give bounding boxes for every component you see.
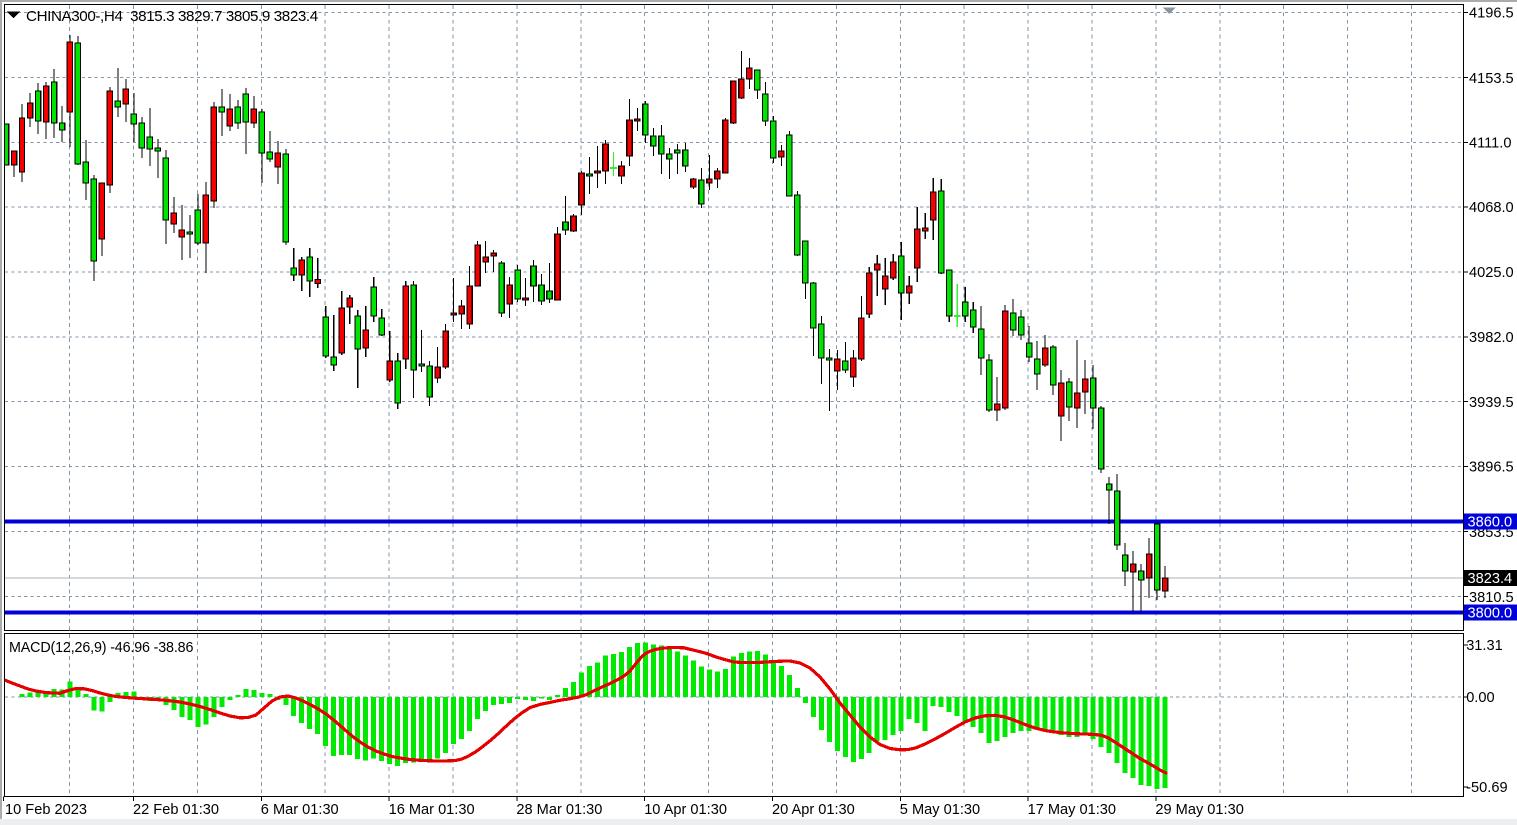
svg-text:3982.0: 3982.0: [1469, 330, 1514, 346]
svg-text:4025.0: 4025.0: [1469, 265, 1514, 281]
svg-text:MACD(12,26,9) -46.96 -38.86: MACD(12,26,9) -46.96 -38.86: [9, 640, 193, 656]
svg-text:4111.0: 4111.0: [1469, 136, 1511, 152]
svg-text:4068.0: 4068.0: [1469, 200, 1514, 216]
svg-text:20 Apr 01:30: 20 Apr 01:30: [772, 802, 855, 818]
svg-text:3810.5: 3810.5: [1469, 590, 1514, 606]
svg-text:4153.5: 4153.5: [1469, 71, 1514, 87]
svg-text:16 Mar 01:30: 16 Mar 01:30: [389, 802, 475, 818]
svg-text:29 May 01:30: 29 May 01:30: [1155, 802, 1243, 818]
svg-text:CHINA300-,H4 3815.3 3829.7 38: CHINA300-,H4 3815.3 3829.7 3805.9 3823.4: [26, 8, 318, 25]
svg-text:10 Apr 01:30: 10 Apr 01:30: [644, 802, 727, 818]
svg-text:3896.5: 3896.5: [1469, 460, 1514, 476]
svg-text:-50.69: -50.69: [1466, 780, 1507, 796]
svg-text:28 Mar 01:30: 28 Mar 01:30: [516, 802, 602, 818]
svg-text:3823.4: 3823.4: [1468, 571, 1513, 587]
svg-text:31.31: 31.31: [1466, 638, 1503, 654]
svg-text:3860.0: 3860.0: [1468, 515, 1513, 531]
svg-text:0.00: 0.00: [1466, 690, 1494, 706]
svg-text:3800.0: 3800.0: [1468, 606, 1513, 622]
svg-text:17 May 01:30: 17 May 01:30: [1028, 802, 1116, 818]
svg-text:10 Feb 2023: 10 Feb 2023: [5, 802, 87, 818]
svg-text:5 May 01:30: 5 May 01:30: [900, 802, 980, 818]
svg-text:3939.5: 3939.5: [1469, 395, 1514, 411]
svg-text:4196.5: 4196.5: [1469, 6, 1514, 22]
svg-text:6 Mar 01:30: 6 Mar 01:30: [261, 802, 339, 818]
svg-text:22 Feb 01:30: 22 Feb 01:30: [133, 802, 219, 818]
